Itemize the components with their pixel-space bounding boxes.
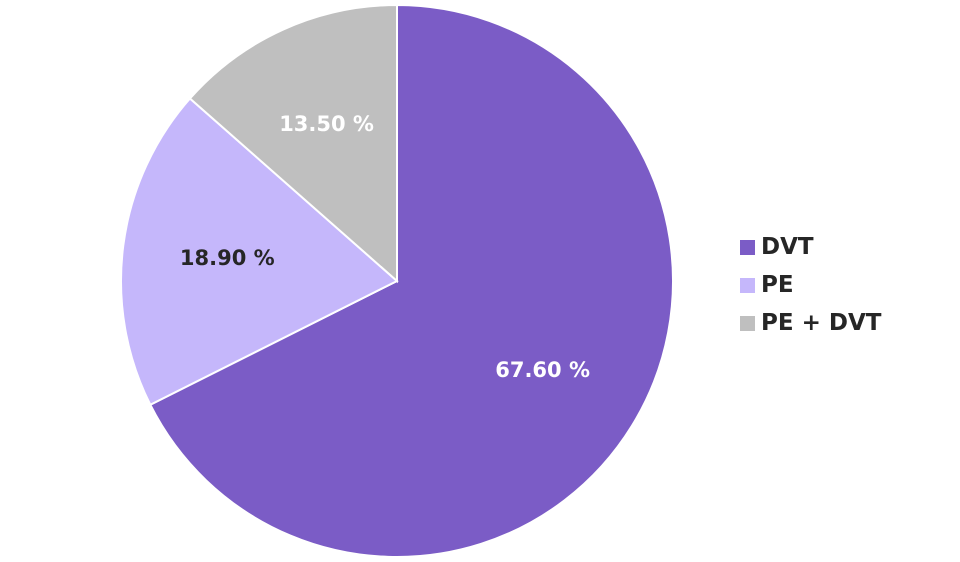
pie-slice-pe <box>120 97 399 407</box>
legend: DVT PE PE + DVT <box>740 228 881 342</box>
legend-label: DVT <box>761 234 814 260</box>
legend-label: PE + DVT <box>761 310 882 336</box>
legend-item: PE + DVT <box>740 304 881 342</box>
pie-slice-dvt <box>148 3 674 558</box>
legend-item: PE <box>740 266 881 304</box>
legend-item: DVT <box>740 228 881 266</box>
legend-swatch <box>740 239 755 255</box>
data-label-dvt: 67.60 % <box>495 358 590 382</box>
pie-slice-pe-dvt <box>188 3 398 284</box>
legend-swatch <box>740 277 755 293</box>
legend-label: PE <box>761 272 794 298</box>
pie-data-labels: 67.60 % 18.90 % 13.50 % <box>180 112 590 382</box>
legend-swatch <box>740 315 755 331</box>
data-label-pe: 18.90 % <box>180 246 275 270</box>
pie-slices <box>120 3 674 558</box>
data-label-pe-dvt: 13.50 % <box>279 112 374 136</box>
